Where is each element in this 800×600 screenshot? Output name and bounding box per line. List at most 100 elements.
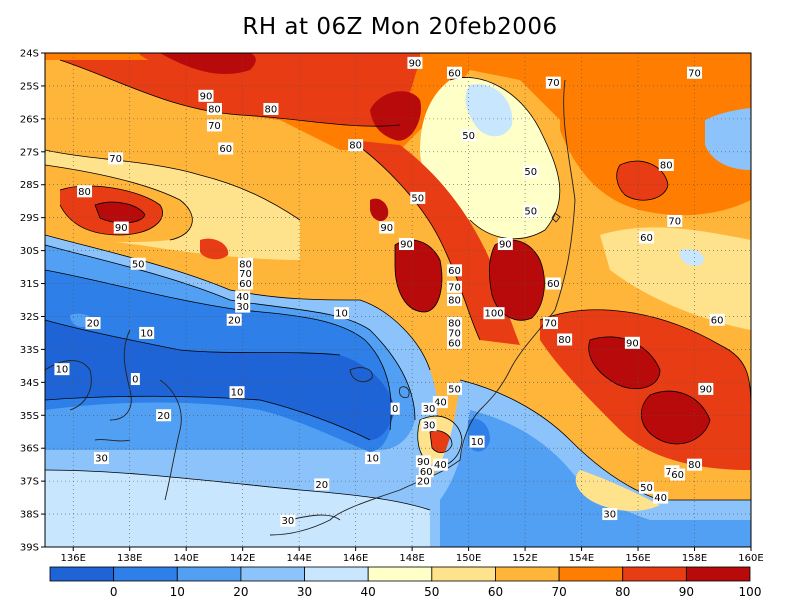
contour-label: 90 xyxy=(198,89,214,102)
contour-label-text: 50 xyxy=(411,193,424,204)
contour-label-text: 30 xyxy=(236,302,249,313)
contour-label: 100 xyxy=(483,307,505,320)
contour-label: 60 xyxy=(218,142,234,155)
contour-label: 30 xyxy=(235,300,251,313)
contour-label-text: 70 xyxy=(547,78,560,89)
contour-label-bg xyxy=(670,468,686,481)
contour-label-bg xyxy=(198,89,214,102)
contour-label-bg xyxy=(687,66,703,79)
contour-label: 30 xyxy=(280,514,296,527)
contour-label-text: 90 xyxy=(499,240,512,251)
contour-label-text: 80 xyxy=(78,187,91,198)
contour-label-bg xyxy=(545,76,561,89)
colorbar: 0 10 20 30 40 50 60 70 80 90 100 xyxy=(49,566,761,599)
contour-label-text: 10 xyxy=(56,365,69,376)
contour-label-text: 20 xyxy=(417,477,430,488)
contour-label-bg xyxy=(85,317,101,330)
contour-label: 70 xyxy=(446,280,462,293)
contour-label-text: 50 xyxy=(524,167,537,178)
contour-label-text: 40 xyxy=(236,292,249,303)
colorbar-swatch xyxy=(685,566,751,582)
contour-label: 50 xyxy=(446,382,462,395)
contour-label-bg xyxy=(218,142,234,155)
contour-label-text: 60 xyxy=(640,233,653,244)
contour-label-bg xyxy=(542,317,558,330)
contour-label-bg xyxy=(624,336,640,349)
contour-label-bg xyxy=(280,514,296,527)
contour-label-bg xyxy=(446,66,462,79)
contour-label-bg xyxy=(229,386,245,399)
colorbar-label: 80 xyxy=(615,585,630,599)
colorbar-label: 0 xyxy=(110,585,118,599)
contour-label-bg xyxy=(658,158,674,171)
contour-label-text: 90 xyxy=(699,384,712,395)
lon-tick-label: 158E xyxy=(682,553,707,564)
contour-label: 40 xyxy=(235,290,251,303)
contour-label: 60 xyxy=(238,277,254,290)
contour-label: 80 xyxy=(263,102,279,115)
contour-label: 10 xyxy=(469,435,485,448)
contour-label-text: 80 xyxy=(660,160,673,171)
plot-frame xyxy=(44,52,752,548)
contour-label-text: 40 xyxy=(654,493,667,504)
contour-label-bg xyxy=(113,221,129,234)
contour-label-text: 20 xyxy=(315,480,328,491)
contour-label-bg xyxy=(446,280,462,293)
contour-label-bg xyxy=(446,294,462,306)
contour-label: 90 xyxy=(113,221,129,234)
contour-label-text: 50 xyxy=(462,131,475,142)
contour-label-text: 90 xyxy=(200,91,213,102)
contour-label-bg xyxy=(130,373,140,386)
contour-label-text: 60 xyxy=(547,279,560,290)
contour-label-text: 70 xyxy=(448,328,461,339)
contour-label-text: 30 xyxy=(423,421,436,432)
contour-label: 80 xyxy=(206,102,222,115)
lat-tick-label: 29S xyxy=(20,213,39,224)
contour-label: 70 xyxy=(446,326,462,339)
contour-label-text: 80 xyxy=(239,259,252,270)
colorbar-label: 20 xyxy=(233,585,248,599)
contour-label: 30 xyxy=(602,508,618,521)
lat-tick-label: 38S xyxy=(20,510,39,521)
contour-label-text: 70 xyxy=(668,216,681,227)
contour-label-bg xyxy=(446,336,462,349)
colorbar-label: 40 xyxy=(361,585,376,599)
contour-label-text: 90 xyxy=(626,338,639,349)
rh-contour-lines xyxy=(45,59,751,511)
contour-label-bg xyxy=(54,363,70,376)
contour-label: 50 xyxy=(130,257,146,270)
contour-label-text: 50 xyxy=(524,207,537,218)
contour-label-text: 20 xyxy=(87,319,100,330)
colorbar-swatch xyxy=(367,566,433,582)
contour-label-bg xyxy=(432,396,448,409)
contour-label: 90 xyxy=(624,336,640,349)
contour-label-bg xyxy=(446,317,462,330)
contour-label: 50 xyxy=(523,165,539,178)
contour-label-bg xyxy=(461,129,477,142)
contour-label-bg xyxy=(557,333,573,346)
contour-label-text: 30 xyxy=(95,454,108,465)
contour-label-text: 90 xyxy=(400,240,413,251)
contour-label-text: 0 xyxy=(132,375,138,386)
contour-label: 0 xyxy=(390,402,400,415)
contour-label-text: 50 xyxy=(640,483,653,494)
contour-label: 50 xyxy=(523,205,539,218)
contour-label-text: 60 xyxy=(671,470,684,481)
contour-label-text: 70 xyxy=(544,319,557,330)
contour-label-bg xyxy=(469,435,485,448)
contour-label-bg xyxy=(235,290,251,303)
contour-label-text: 80 xyxy=(208,104,221,115)
contour-label-text: 20 xyxy=(157,411,170,422)
contour-label: 60 xyxy=(446,336,462,349)
lat-tick-label: 37S xyxy=(20,477,39,488)
contour-label: 60 xyxy=(639,231,655,244)
contour-label-bg xyxy=(687,458,703,471)
contour-label-text: 80 xyxy=(448,319,461,330)
contour-label-text: 30 xyxy=(603,510,616,521)
contour-label: 30 xyxy=(93,452,109,465)
colorbar-swatch xyxy=(495,566,560,582)
lat-tick-label: 26S xyxy=(20,114,39,125)
colorbar-label: 10 xyxy=(170,585,185,599)
contour-label-text: 20 xyxy=(228,315,241,326)
